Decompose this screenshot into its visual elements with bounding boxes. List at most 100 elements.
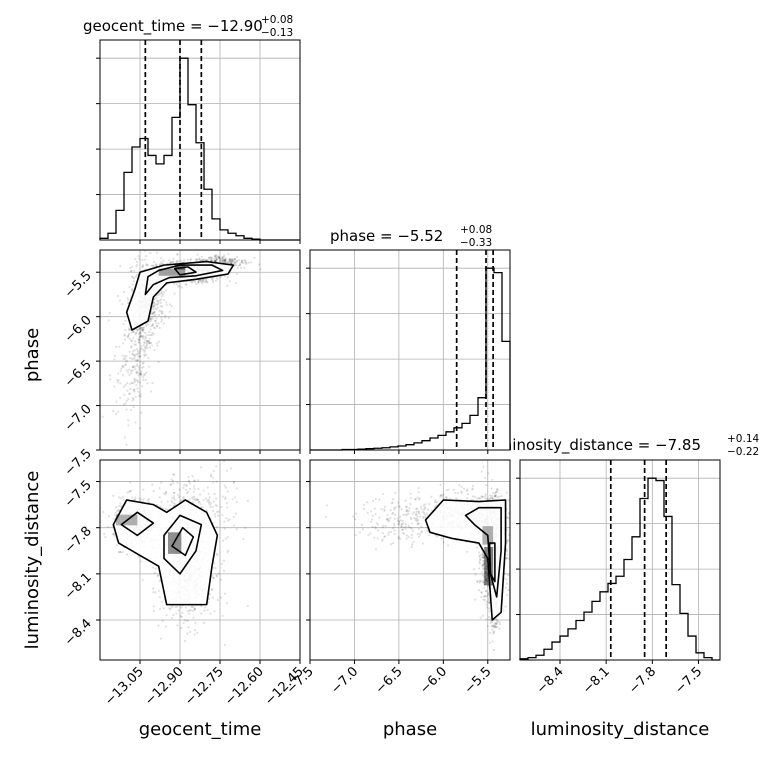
hist-luminosity_distance-background [520,460,720,660]
scatter-luminosity_distance-vs-phase-point [418,497,421,500]
scatter-luminosity_distance-vs-geocent_time-point [171,479,174,483]
scatter-luminosity_distance-vs-phase-point [498,621,501,624]
scatter-luminosity_distance-vs-geocent_time-point [152,490,155,493]
scatter-phase-vs-geocent_time-point [127,328,131,332]
scatter-phase-vs-geocent_time-point [196,253,199,256]
scatter-phase-vs-geocent_time-point [231,260,234,263]
scatter-luminosity_distance-vs-geocent_time-point [193,498,196,501]
scatter-luminosity_distance-vs-geocent_time-point [217,514,220,517]
scatter-luminosity_distance-vs-geocent_time-point [111,533,115,536]
scatter-phase-vs-geocent_time-point [140,329,143,332]
scatter-luminosity_distance-vs-geocent_time-point [193,633,196,636]
scatter-phase-vs-geocent_time-point [148,342,151,345]
scatter-phase-vs-geocent_time-point [154,313,157,316]
scatter-phase-vs-geocent_time-point [136,329,140,332]
scatter-phase-vs-geocent_time-point [129,388,132,391]
scatter-phase-vs-geocent_time-point [133,365,136,368]
hist-phase-frame [309,249,511,451]
scatter-phase-vs-geocent_time-point [145,264,148,267]
scatter-phase-vs-geocent_time-point [164,314,167,317]
scatter-phase-vs-geocent_time-point [228,280,231,283]
scatter-luminosity_distance-vs-geocent_time-point [119,551,122,554]
scatter-phase-vs-geocent_time-point [125,369,128,372]
scatter-luminosity_distance-vs-geocent_time-ytick-label: −8.1 [62,570,95,603]
scatter-phase-vs-geocent_time-point [159,263,162,266]
scatter-phase-vs-geocent_time-point [155,308,158,311]
scatter-phase-vs-geocent_time-point [148,346,152,349]
scatter-phase-vs-geocent_time-point [142,335,145,338]
scatter-phase-vs-geocent_time-point [139,427,142,430]
scatter-phase-vs-geocent_time-point [214,259,217,263]
scatter-phase-vs-geocent_time-point [125,408,128,411]
scatter-phase-vs-geocent_time-point [218,257,222,260]
scatter-phase-vs-geocent_time-point [134,368,137,371]
scatter-luminosity_distance-vs-geocent_time-point [193,487,196,490]
scatter-luminosity_distance-vs-phase-point [492,631,495,634]
scatter-luminosity_distance-vs-geocent_time-point [104,535,107,539]
scatter-phase-vs-geocent_time-point [139,331,142,335]
scatter-luminosity_distance-vs-geocent_time-point [181,611,184,615]
scatter-luminosity_distance-vs-geocent_time-point [170,616,173,620]
scatter-phase-vs-geocent_time-point [162,322,166,325]
scatter-luminosity_distance-vs-phase-point [480,470,483,473]
scatter-phase-vs-geocent_time-point [145,334,149,337]
scatter-luminosity_distance-vs-phase-point [484,570,487,573]
scatter-luminosity_distance-vs-geocent_time-point [200,466,203,469]
scatter-phase-vs-geocent_time-point [147,330,151,334]
scatter-luminosity_distance-vs-geocent_time-point [162,492,166,495]
scatter-luminosity_distance-vs-geocent_time-point [154,567,157,570]
hist-luminosity_distance-xtick-label: −8.4 [534,664,567,697]
scatter-luminosity_distance-vs-phase-point [471,495,475,498]
scatter-luminosity_distance-vs-geocent_time-point [229,467,233,470]
scatter-phase-vs-geocent_time-point [139,334,142,337]
scatter-luminosity_distance-vs-geocent_time-point [201,506,204,509]
scatter-luminosity_distance-vs-geocent_time-point [216,598,220,602]
scatter-luminosity_distance-vs-geocent_time-point [213,513,217,516]
scatter-luminosity_distance-vs-geocent_time-point [231,498,234,501]
scatter-luminosity_distance-vs-geocent_time-point [232,515,235,518]
scatter-luminosity_distance-vs-phase-point [487,592,490,596]
scatter-luminosity_distance-vs-geocent_time-point [224,496,227,499]
scatter-luminosity_distance-vs-phase-point [483,559,486,562]
scatter-luminosity_distance-vs-phase-point [445,496,448,499]
scatter-phase-vs-geocent_time-point [202,280,205,283]
scatter-phase-vs-geocent_time-point [122,385,126,388]
scatter-luminosity_distance-vs-geocent_time-point [170,605,173,608]
scatter-luminosity_distance-vs-phase-point [439,483,442,487]
scatter-luminosity_distance-vs-phase-point [479,558,482,561]
scatter-phase-vs-geocent_time-point [138,338,141,341]
scatter-phase-vs-geocent_time-point [160,310,163,313]
scatter-luminosity_distance-vs-phase-point [495,490,498,494]
scatter-phase-vs-geocent_time-point [147,365,151,368]
scatter-luminosity_distance-vs-phase-point [460,485,463,489]
scatter-phase-vs-geocent_time-point [133,377,136,380]
scatter-phase-vs-geocent_time-point [218,256,221,260]
scatter-luminosity_distance-vs-geocent_time-point [210,588,214,592]
scatter-phase-vs-geocent_time-point [134,333,137,336]
scatter-phase-vs-geocent_time-point [159,256,163,260]
hist-luminosity_distance-xtick-label: −7.8 [626,664,659,697]
scatter-phase-vs-geocent_time-point [131,352,134,355]
scatter-luminosity_distance-vs-phase-point [481,552,484,555]
scatter-phase-vs-geocent_time-point [137,390,140,394]
scatter-phase-vs-geocent_time-point [162,291,165,294]
scatter-phase-vs-geocent_time-point [146,346,149,350]
scatter-luminosity_distance-vs-geocent_time-point [197,500,201,503]
scatter-luminosity_distance-vs-phase-point [483,574,486,577]
scatter-luminosity_distance-vs-phase-point [483,583,487,586]
scatter-phase-vs-geocent_time-point [136,365,139,368]
scatter-luminosity_distance-vs-phase-point [465,497,469,500]
scatter-phase-vs-geocent_time-point [231,258,234,261]
scatter-phase-vs-geocent_time-point [134,359,137,362]
scatter-phase-vs-geocent_time-point [126,359,129,362]
scatter-luminosity_distance-vs-geocent_time-point [212,521,215,524]
scatter-phase-vs-geocent_time-point [116,378,119,382]
scatter-luminosity_distance-vs-geocent_time-point [106,525,109,528]
scatter-luminosity_distance-vs-geocent_time-point [180,627,183,630]
scatter-luminosity_distance-vs-phase-content [324,465,510,651]
scatter-luminosity_distance-vs-phase-point [505,491,508,494]
scatter-luminosity_distance-vs-geocent_time-ytick-label: −8.4 [62,616,95,649]
scatter-phase-vs-geocent_time-point [157,322,160,325]
scatter-phase-vs-geocent_time-point [149,317,153,320]
scatter-luminosity_distance-vs-geocent_time-point [211,510,215,513]
